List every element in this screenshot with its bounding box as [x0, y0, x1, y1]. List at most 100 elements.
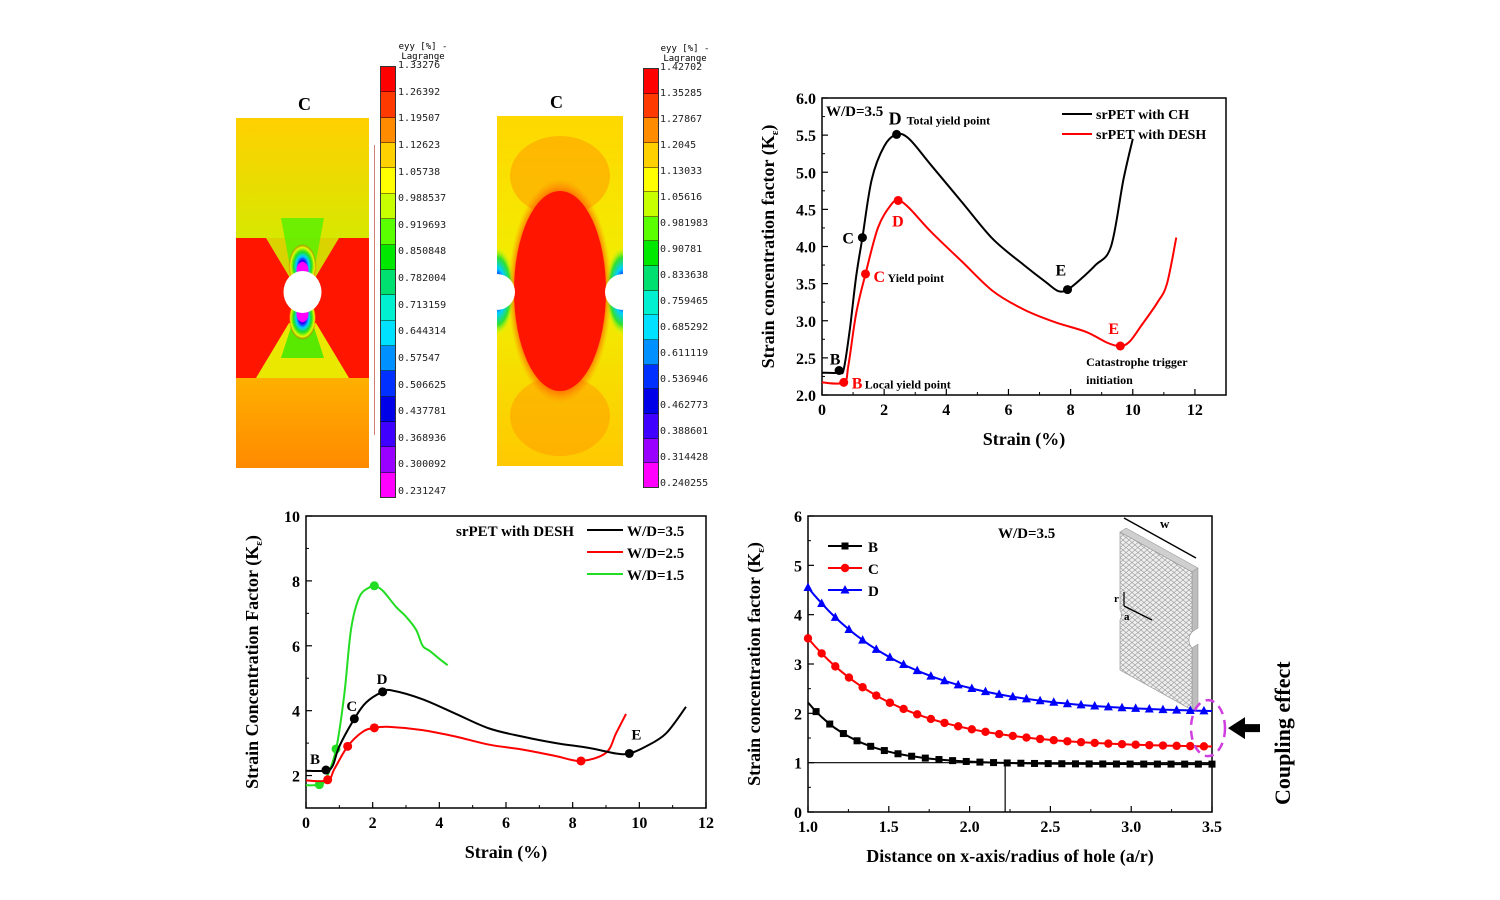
y-tick-label: 2.5	[796, 351, 816, 368]
legend-label: W/D=3.5	[627, 524, 684, 540]
contour-label-2: C	[550, 92, 563, 112]
marker-circle	[1008, 731, 1017, 741]
strain-field-1	[236, 118, 369, 468]
colorbar-segment	[644, 192, 658, 217]
colorbar-segment	[644, 216, 658, 242]
colorbar-segment	[381, 396, 395, 423]
colorbar-tick-label: 0.231247	[398, 486, 447, 497]
chart-title: srPET with DESH	[456, 524, 574, 540]
marker-circle	[1090, 738, 1099, 748]
marker-triangle	[1035, 695, 1045, 705]
colorbar-segment	[381, 117, 395, 144]
marker-triangle	[840, 585, 850, 594]
point-label-D: D	[889, 108, 902, 128]
colorbar-tick-label: 0.611119	[660, 348, 709, 359]
marker-square	[1044, 760, 1052, 768]
colorbar-tick-label: 1.2045	[660, 140, 697, 151]
colorbar-segment	[381, 422, 395, 448]
marker-triangle	[844, 624, 854, 633]
marker-triangle	[967, 683, 977, 692]
y-tick-label: 6.0	[796, 91, 816, 108]
data-point-E	[1115, 341, 1125, 351]
data-point-C	[349, 714, 359, 724]
y-tick-label: 2	[794, 706, 802, 723]
specimen-face	[1119, 531, 1193, 711]
colorbar-title-2: eyy [%] - Lagrange	[650, 44, 720, 64]
series-line-srpet-with-desh	[821, 199, 1178, 385]
x-axis-label: Strain (%)	[983, 429, 1066, 450]
strain-field-2	[479, 116, 641, 466]
x-tick-label: 2.0	[960, 819, 980, 836]
point-label-B: B	[310, 752, 320, 768]
colorbar-tick-label: 0.919693	[398, 219, 447, 231]
marker-circle	[1172, 741, 1181, 751]
data-point-D	[892, 129, 902, 139]
marker-circle	[899, 704, 908, 714]
data-point	[323, 775, 333, 785]
marker-square	[921, 754, 929, 762]
data-point-C	[861, 269, 871, 279]
point-label-C: C	[842, 231, 854, 248]
marker-square	[867, 742, 875, 750]
marker-triangle	[817, 598, 827, 607]
data-point	[369, 581, 379, 591]
data-point-D	[893, 195, 903, 205]
colorbar-segment	[644, 438, 658, 464]
marker-triangle	[1172, 705, 1182, 714]
x-tick-label: 4	[942, 402, 950, 419]
marker-square	[841, 542, 849, 550]
colorbar-segment	[381, 320, 395, 346]
marker-square	[908, 752, 916, 760]
colorbar-segment	[644, 290, 658, 316]
y-tick-label: 10	[284, 509, 300, 526]
marker-square	[1058, 760, 1066, 768]
marker-square	[935, 756, 943, 764]
marker-circle	[1145, 740, 1154, 750]
colorbar-tick-label: 1.27867	[660, 114, 703, 125]
marker-triangle	[926, 671, 936, 680]
marker-triangle	[1049, 697, 1059, 706]
point-note-B: Local yield point	[865, 377, 951, 391]
point-label-D: D	[377, 672, 388, 688]
marker-triangle	[899, 659, 909, 668]
y-tick-label: 5	[794, 558, 802, 575]
point-label-C: C	[346, 699, 357, 715]
marker-square	[1031, 759, 1039, 767]
colorbar-segment	[644, 364, 658, 390]
marker-square	[1208, 760, 1216, 768]
x-axis-label: Distance on x-axis/radius of hole (a/r)	[866, 846, 1154, 867]
marker-circle	[913, 710, 922, 719]
series-line-srpet-with-ch	[821, 132, 1134, 375]
distance-arrow	[1123, 605, 1153, 621]
colorbar-tick-label: 0.644314	[398, 326, 447, 338]
chart-title: W/D=3.5	[998, 526, 1055, 542]
marker-circle	[1035, 734, 1045, 744]
x-tick-label: 8	[1067, 402, 1075, 419]
colorbar-tick-label: 0.713159	[398, 299, 447, 311]
point-note-E-line2: initiation	[1086, 373, 1133, 387]
inset-label-w: w	[1160, 516, 1170, 531]
marker-circle	[926, 714, 936, 724]
colorbar-tick-label: 0.240255	[660, 478, 709, 489]
marker-triangle	[1008, 691, 1018, 701]
y-tick-label: 8	[292, 574, 300, 591]
colorbar-segment	[381, 447, 395, 473]
y-tick-label: 4	[794, 608, 802, 625]
marker-triangle	[1062, 698, 1072, 708]
marker-circle	[1131, 740, 1140, 749]
marker-square	[1099, 760, 1107, 768]
colorbar-title-line1: eyy [%] -	[398, 42, 448, 52]
x-tick-label: 1.5	[879, 819, 899, 836]
marker-circle	[1049, 736, 1058, 745]
marker-square	[1140, 760, 1148, 768]
marker-square	[1194, 760, 1202, 768]
marker-triangle	[994, 689, 1004, 698]
inset-label-a: a	[1124, 611, 1130, 623]
colorbar-tick-label: 0.850848	[398, 246, 447, 258]
colorbar-2	[643, 68, 659, 488]
marker-circle	[817, 649, 826, 658]
colorbar-1	[380, 66, 396, 498]
y-tick-label: 3	[794, 657, 802, 674]
x-tick-label: 6	[1004, 402, 1012, 419]
marker-circle	[872, 691, 881, 700]
